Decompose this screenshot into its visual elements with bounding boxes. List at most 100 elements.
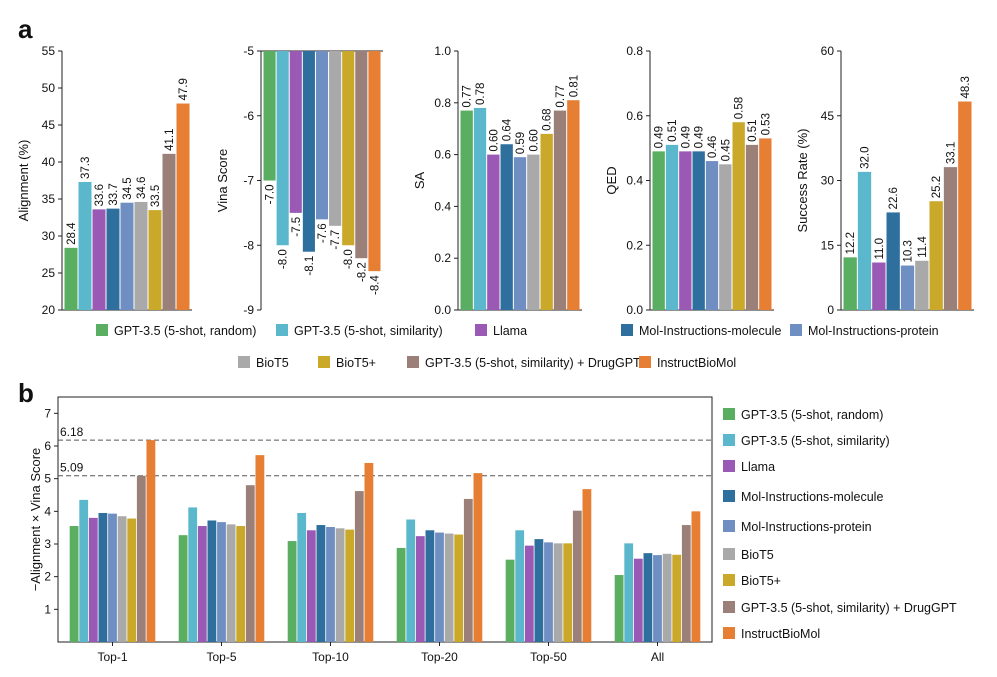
bar-biot5 bbox=[117, 516, 127, 642]
legend-item-instructbiomol: InstructBioMol bbox=[639, 356, 736, 370]
bar-value-label: 0.60 bbox=[528, 129, 540, 151]
y-tick-label: 30 bbox=[821, 174, 835, 188]
bar-value-label: 0.49 bbox=[680, 126, 692, 148]
bar-biot5 bbox=[226, 524, 236, 642]
y-tick-label: 0.6 bbox=[626, 109, 643, 123]
bar-llama bbox=[872, 262, 886, 310]
legend-label: Llama bbox=[493, 324, 527, 338]
bar-gpt-3-5-5-shot-random bbox=[460, 110, 473, 310]
bar-value-label: -8.2 bbox=[356, 262, 368, 282]
x-tick-label: Top-10 bbox=[312, 650, 349, 664]
bar-mol-instructions-molecule bbox=[207, 520, 217, 642]
y-tick-label: -6 bbox=[243, 109, 254, 123]
bar-llama bbox=[289, 51, 302, 213]
y-tick-label: 0.2 bbox=[626, 238, 643, 252]
bar-value-label: 0.81 bbox=[568, 75, 580, 97]
bar-value-label: 0.53 bbox=[760, 113, 772, 135]
legend-label: GPT-3.5 (5-shot, random) bbox=[741, 408, 883, 422]
bar-gpt-3-5-5-shot-random bbox=[505, 559, 515, 642]
bar-biot5 bbox=[662, 553, 672, 642]
bar-gpt-3-5-5-shot-similarity bbox=[515, 530, 525, 642]
y-tick-label: 0.6 bbox=[434, 148, 451, 162]
legend-item-gpt-3-5-5-shot-similarity-druggpt: GPT-3.5 (5-shot, similarity) + DrugGPT bbox=[407, 356, 641, 370]
bar-value-label: -7.5 bbox=[291, 217, 303, 237]
x-tick-label: Top-1 bbox=[97, 650, 127, 664]
bar-biot5 bbox=[540, 133, 553, 310]
legend-label: BioT5 bbox=[256, 356, 289, 370]
y-tick-label: 7 bbox=[44, 406, 51, 420]
bar-gpt-3-5-5-shot-random bbox=[64, 247, 78, 310]
bar-mol-instructions-protein bbox=[900, 265, 915, 310]
bar-mol-instructions-protein bbox=[435, 532, 444, 642]
bar-gpt-3-5-5-shot-similarity-druggpt bbox=[745, 144, 759, 310]
bar-llama bbox=[524, 545, 534, 642]
bar-value-label: 33.7 bbox=[108, 183, 120, 205]
legend-label: Llama bbox=[741, 460, 775, 474]
bar-mol-instructions-molecule bbox=[106, 208, 120, 310]
bar-biot5 bbox=[719, 164, 732, 310]
bar-value-label: -8.4 bbox=[369, 275, 381, 295]
bar-biot5 bbox=[236, 526, 246, 642]
bar-mol-instructions-molecule bbox=[500, 144, 513, 310]
bar-gpt-3-5-5-shot-similarity-druggpt bbox=[136, 475, 146, 642]
bar-instructbiomol bbox=[759, 138, 772, 310]
bar-value-label: 0.60 bbox=[488, 129, 500, 151]
bar-gpt-3-5-5-shot-similarity-druggpt bbox=[355, 51, 368, 259]
bar-mol-instructions-molecule bbox=[302, 51, 315, 252]
bar-value-label: -7.0 bbox=[265, 185, 277, 205]
y-tick-label: 35 bbox=[42, 192, 56, 206]
bar-value-label: 33.1 bbox=[946, 142, 958, 164]
panel-a-legend: GPT-3.5 (5-shot, random) GPT-3.5 (5-shot,… bbox=[96, 324, 939, 370]
bar-value-label: -7.7 bbox=[330, 230, 342, 250]
legend-label: BioT5+ bbox=[741, 574, 781, 588]
y-tick-label: 0.4 bbox=[434, 199, 451, 213]
y-tick-label: 0.8 bbox=[626, 44, 643, 58]
legend-swatch bbox=[723, 490, 735, 502]
y-tick-label: 5 bbox=[44, 472, 51, 486]
legend-label: BioT5 bbox=[741, 548, 774, 562]
legend-swatch bbox=[723, 520, 735, 532]
y-tick-label: 0.0 bbox=[434, 303, 451, 317]
bar-biot5 bbox=[672, 554, 682, 642]
legend-item-gpt-3-5-5-shot-similarity-druggpt: GPT-3.5 (5-shot, similarity) + DrugGPT bbox=[723, 601, 957, 615]
bar-gpt-3-5-5-shot-similarity-druggpt bbox=[681, 525, 691, 642]
legend-item-instructbiomol: InstructBioMol bbox=[723, 627, 820, 641]
bar-mol-instructions-molecule bbox=[692, 151, 705, 310]
bar-value-label: 10.3 bbox=[903, 240, 915, 262]
y-tick-label: 3 bbox=[44, 537, 51, 551]
chart-success-rate: 0 15 30 45 60 Success Rate (%) 12.2 32.0 11.0 22.… bbox=[795, 44, 974, 317]
bar-llama bbox=[487, 154, 500, 310]
bar-llama bbox=[197, 526, 207, 642]
bar-mol-instructions-molecule bbox=[534, 539, 544, 642]
bar-gpt-3-5-5-shot-similarity bbox=[665, 144, 679, 310]
panel-label-b: b bbox=[18, 378, 34, 408]
x-tick-label: Top-5 bbox=[206, 650, 236, 664]
bar-gpt-3-5-5-shot-similarity bbox=[79, 499, 89, 642]
y-tick-label: -9 bbox=[243, 303, 254, 317]
bar-gpt-3-5-5-shot-similarity bbox=[624, 543, 634, 642]
bar-value-label: 0.78 bbox=[475, 83, 487, 105]
panel-b-legend: GPT-3.5 (5-shot, random) GPT-3.5 (5-shot,… bbox=[723, 408, 957, 641]
legend-label: GPT-3.5 (5-shot, similarity) + DrugGPT bbox=[425, 356, 641, 370]
legend-item-llama: Llama bbox=[475, 324, 527, 338]
bar-gpt-3-5-5-shot-similarity bbox=[406, 519, 416, 642]
legend-swatch bbox=[238, 356, 250, 368]
legend-swatch bbox=[723, 434, 735, 446]
legend-swatch bbox=[318, 356, 330, 368]
bar-instructbiomol bbox=[691, 511, 701, 642]
bar-biot5 bbox=[134, 201, 148, 310]
bar-biot5 bbox=[127, 518, 137, 642]
bar-biot5 bbox=[915, 260, 929, 310]
y-tick-label: 60 bbox=[821, 44, 835, 58]
bar-biot5 bbox=[342, 51, 355, 246]
legend-item-biot5: BioT5 bbox=[238, 356, 289, 370]
bar-gpt-3-5-5-shot-similarity-druggpt bbox=[245, 485, 255, 642]
y-tick-label: 20 bbox=[42, 303, 56, 317]
bar-instructbiomol bbox=[582, 489, 592, 642]
bar-mol-instructions-molecule bbox=[643, 553, 653, 642]
y-tick-label: 50 bbox=[42, 81, 56, 95]
